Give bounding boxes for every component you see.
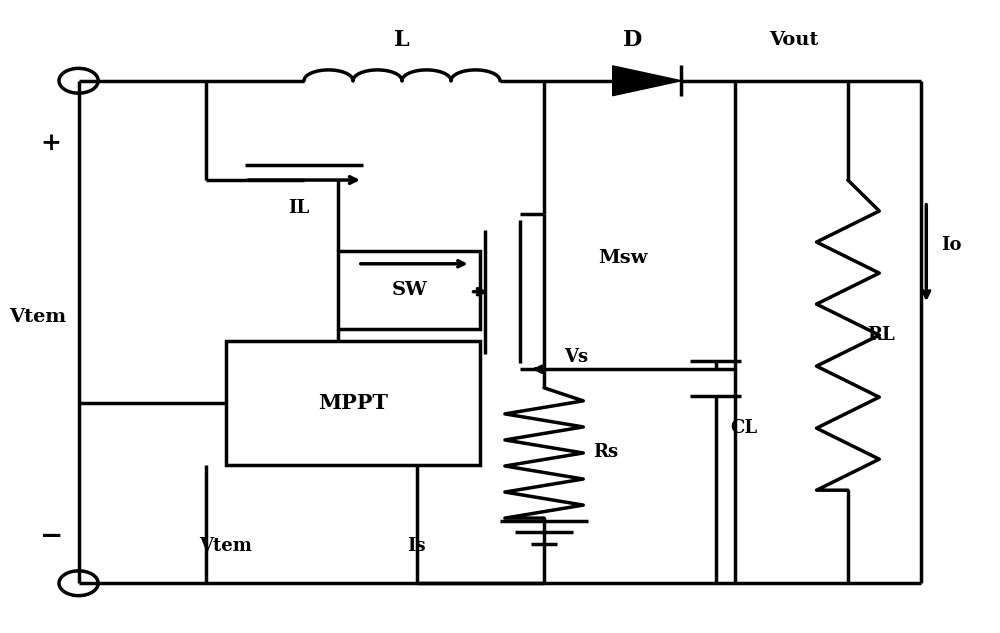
- Polygon shape: [613, 66, 681, 96]
- Text: +: +: [41, 131, 62, 155]
- Text: CL: CL: [730, 419, 757, 437]
- Text: Msw: Msw: [598, 249, 648, 266]
- Text: Vtem: Vtem: [199, 537, 252, 555]
- Text: RL: RL: [868, 326, 895, 344]
- Bar: [338, 251, 480, 329]
- Text: IL: IL: [288, 199, 310, 217]
- Text: SW: SW: [392, 281, 428, 299]
- Text: MPPT: MPPT: [318, 393, 388, 413]
- Text: Vtem: Vtem: [9, 308, 66, 325]
- Text: Vout: Vout: [769, 32, 819, 49]
- Text: Vs: Vs: [564, 348, 588, 366]
- Text: D: D: [623, 30, 642, 51]
- Text: Rs: Rs: [593, 442, 618, 461]
- Text: Is: Is: [407, 537, 426, 555]
- Text: L: L: [394, 30, 410, 51]
- Text: −: −: [40, 523, 63, 550]
- Bar: [226, 341, 480, 465]
- Text: Io: Io: [941, 236, 962, 254]
